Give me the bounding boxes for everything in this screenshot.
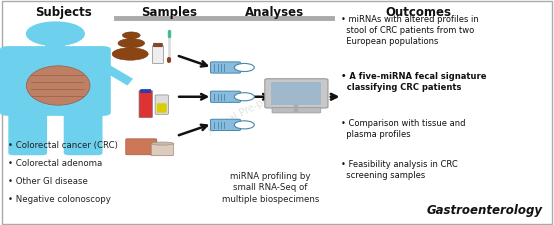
Circle shape	[27, 22, 84, 45]
Ellipse shape	[122, 32, 140, 39]
FancyBboxPatch shape	[211, 119, 240, 130]
FancyBboxPatch shape	[157, 103, 167, 113]
Text: • A five-miRNA fecal signature
  classifying CRC patients: • A five-miRNA fecal signature classifyi…	[341, 72, 486, 92]
Text: miRNA profiling by
small RNA-Seq of
multiple biospecimens: miRNA profiling by small RNA-Seq of mult…	[222, 172, 319, 204]
Text: • Comparison with tissue and
  plasma profiles: • Comparison with tissue and plasma prof…	[341, 119, 465, 139]
FancyBboxPatch shape	[211, 62, 240, 73]
FancyBboxPatch shape	[141, 89, 151, 92]
Text: • Negative colonoscopy: • Negative colonoscopy	[8, 195, 111, 204]
Text: Subjects: Subjects	[35, 6, 92, 19]
FancyBboxPatch shape	[152, 46, 163, 63]
Text: Samples: Samples	[141, 6, 197, 19]
Circle shape	[234, 63, 254, 72]
FancyBboxPatch shape	[0, 46, 111, 116]
FancyBboxPatch shape	[126, 139, 157, 155]
Text: • Feasibility analysis in CRC
  screening samples: • Feasibility analysis in CRC screening …	[341, 160, 458, 180]
Polygon shape	[97, 61, 133, 86]
Circle shape	[234, 121, 254, 129]
FancyBboxPatch shape	[139, 90, 152, 118]
Ellipse shape	[118, 39, 145, 48]
FancyBboxPatch shape	[151, 143, 173, 156]
FancyBboxPatch shape	[45, 42, 65, 55]
Text: • miRNAs with altered profiles in
  stool of CRC patients from two
  European po: • miRNAs with altered profiles in stool …	[341, 15, 479, 46]
Polygon shape	[0, 61, 14, 86]
FancyBboxPatch shape	[265, 79, 328, 108]
FancyBboxPatch shape	[211, 91, 240, 102]
FancyBboxPatch shape	[64, 106, 102, 155]
Text: Gastroenterology: Gastroenterology	[427, 204, 543, 217]
FancyBboxPatch shape	[272, 108, 321, 113]
FancyBboxPatch shape	[153, 43, 162, 47]
Text: • Other GI disease: • Other GI disease	[8, 177, 88, 186]
Circle shape	[234, 93, 254, 101]
Text: Outcomes: Outcomes	[385, 6, 452, 19]
Ellipse shape	[27, 66, 90, 105]
Text: • Colorectal cancer (CRC): • Colorectal cancer (CRC)	[8, 141, 118, 150]
Ellipse shape	[151, 142, 173, 145]
Ellipse shape	[112, 48, 148, 60]
FancyBboxPatch shape	[8, 106, 47, 155]
Text: Journal Pre-proof: Journal Pre-proof	[206, 89, 282, 136]
FancyBboxPatch shape	[271, 82, 321, 105]
Text: Analyses: Analyses	[245, 6, 304, 19]
Text: • Colorectal adenoma: • Colorectal adenoma	[8, 159, 102, 168]
FancyBboxPatch shape	[155, 95, 168, 114]
